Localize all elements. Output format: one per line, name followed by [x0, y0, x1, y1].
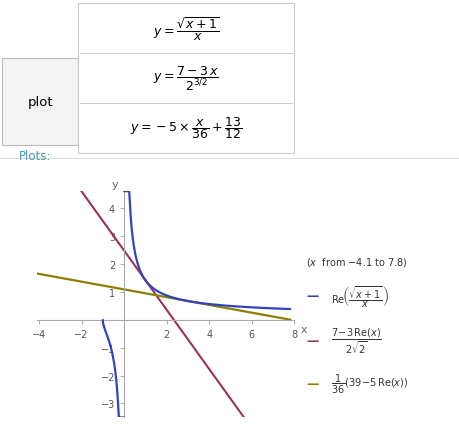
Text: —: —: [305, 377, 318, 390]
Text: Re$\!\left(\dfrac{\sqrt{x+1}}{x}\right)$: Re$\!\left(\dfrac{\sqrt{x+1}}{x}\right)$: [330, 283, 388, 309]
Text: $y = \dfrac{\sqrt{x+1}}{x}$: $y = \dfrac{\sqrt{x+1}}{x}$: [152, 16, 219, 43]
Text: y: y: [112, 180, 118, 190]
FancyBboxPatch shape: [2, 59, 78, 146]
Text: ($x$  from $-$4.1 to 7.8): ($x$ from $-$4.1 to 7.8): [305, 256, 407, 268]
Text: $\dfrac{7\!-\!3\,\mathrm{Re}(x)}{2\sqrt{2}}$: $\dfrac{7\!-\!3\,\mathrm{Re}(x)}{2\sqrt{…: [330, 326, 381, 356]
Text: Plots:: Plots:: [18, 150, 50, 163]
Text: —: —: [305, 290, 318, 302]
Text: plot: plot: [28, 96, 53, 109]
Text: $\dfrac{1}{36}(39\!-\!5\,\mathrm{Re}(x))$: $\dfrac{1}{36}(39\!-\!5\,\mathrm{Re}(x))…: [330, 372, 408, 395]
Text: $y = -5 \times \dfrac{x}{36} + \dfrac{13}{12}$: $y = -5 \times \dfrac{x}{36} + \dfrac{13…: [130, 115, 242, 141]
FancyBboxPatch shape: [78, 4, 294, 154]
Text: $y = \dfrac{7-3\,x}{2^{3/2}}$: $y = \dfrac{7-3\,x}{2^{3/2}}$: [153, 65, 219, 93]
Text: x: x: [300, 324, 307, 334]
Text: —: —: [305, 334, 318, 347]
